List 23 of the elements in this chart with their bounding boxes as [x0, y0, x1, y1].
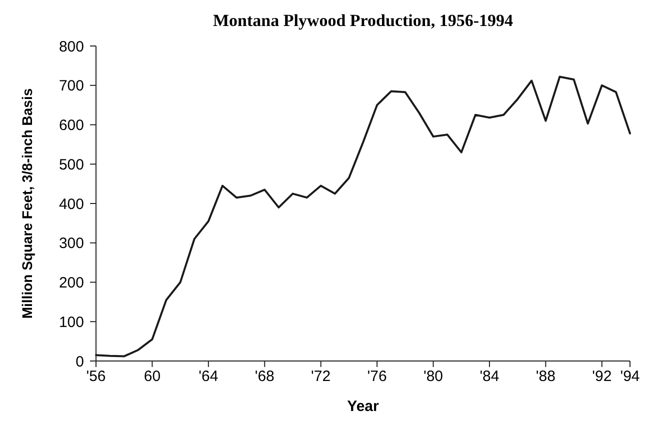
x-tick-label: '80: [423, 368, 444, 385]
x-tick-label: '84: [480, 368, 500, 385]
y-tick-label: 100: [58, 314, 84, 331]
x-tick-label: '64: [198, 368, 218, 385]
y-tick-label: 0: [76, 353, 84, 370]
x-axis-title: Year: [347, 398, 380, 415]
x-tick-label: '56: [86, 368, 106, 385]
y-tick-label: 200: [58, 274, 84, 292]
x-tick-label: '92: [592, 368, 612, 385]
y-tick-label: 300: [58, 235, 84, 252]
x-tick-label: '68: [254, 368, 274, 385]
x-tick-label: '88: [536, 368, 556, 385]
y-tick-label: 600: [58, 117, 84, 134]
chart-title: Montana Plywood Production, 1956-1994: [212, 11, 514, 30]
y-axis-title: Million Square Feet, 3/8-inch Basis: [19, 88, 35, 319]
y-tick-label: 500: [58, 156, 84, 174]
x-tick-label: '72: [311, 368, 331, 385]
y-tick-label: 400: [58, 196, 84, 213]
x-tick-label: 60: [144, 368, 161, 385]
x-tick-label: '94: [620, 368, 640, 385]
y-tick-label: 700: [58, 78, 84, 95]
x-tick-label: '76: [367, 368, 387, 385]
y-tick-label: 800: [58, 38, 84, 56]
